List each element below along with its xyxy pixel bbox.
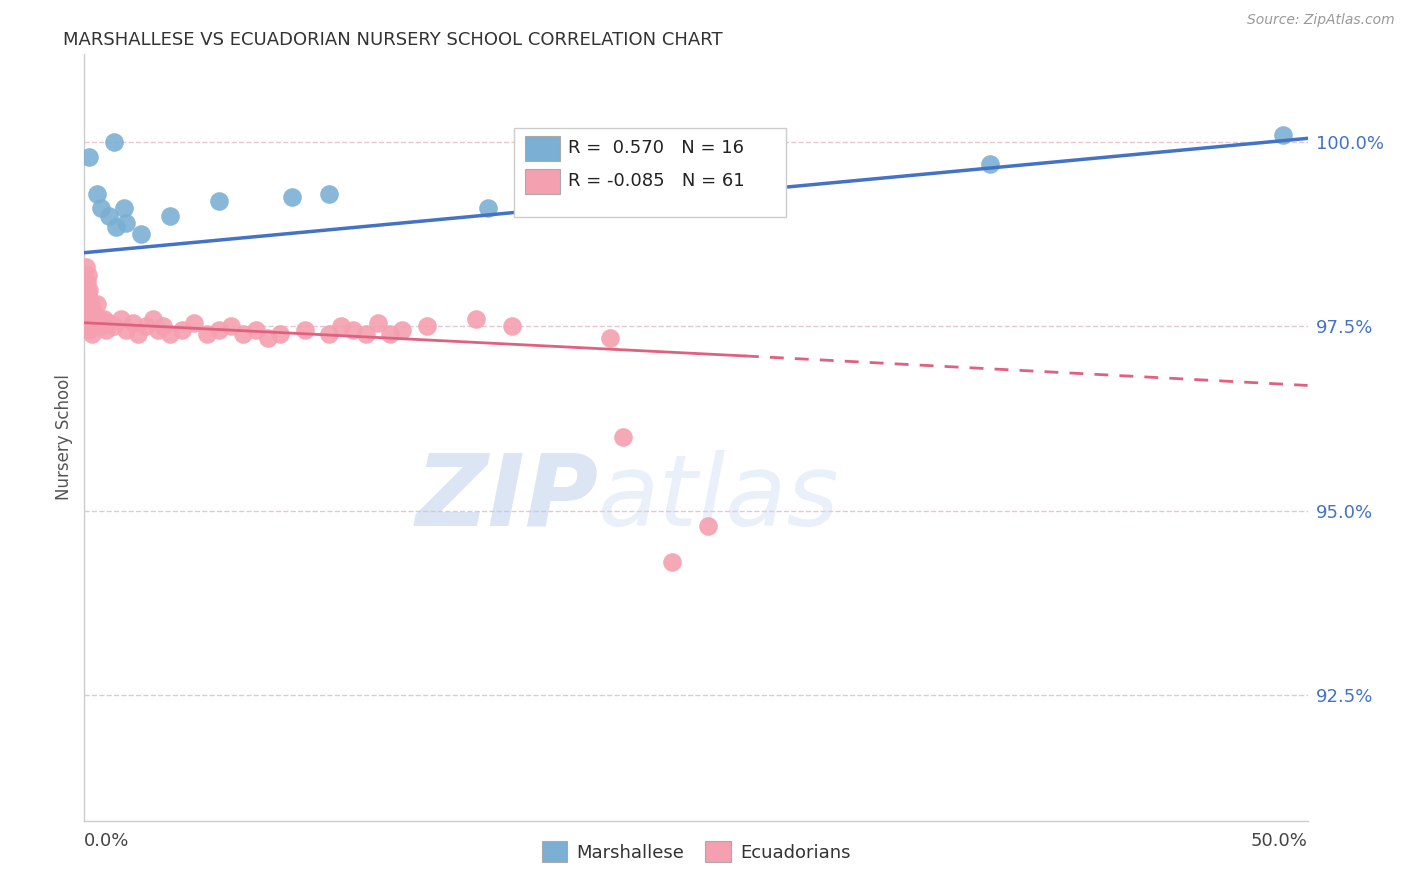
Point: [75, 290, 97, 304]
Point: [318, 186, 340, 201]
Point: [77, 312, 100, 326]
Point: [77, 283, 100, 297]
Point: [208, 194, 231, 208]
Point: [135, 319, 157, 334]
Point: [76, 304, 98, 318]
Point: [82, 304, 104, 318]
Point: [257, 330, 280, 344]
Point: [105, 219, 128, 234]
Point: [380, 326, 402, 341]
Point: [82, 319, 104, 334]
Text: atlas: atlas: [598, 450, 839, 547]
Point: [80, 326, 103, 341]
Point: [159, 209, 181, 223]
Point: [112, 202, 135, 216]
Point: [367, 316, 389, 330]
Point: [232, 326, 254, 341]
Point: [159, 326, 181, 341]
Point: [129, 227, 152, 242]
Point: [77, 316, 100, 330]
Point: [86, 316, 108, 330]
Point: [90, 202, 112, 216]
Point: [183, 316, 205, 330]
Point: [146, 323, 169, 337]
Point: [1272, 128, 1295, 142]
Point: [93, 312, 115, 326]
Point: [661, 556, 683, 570]
Point: [80, 316, 103, 330]
Point: [77, 268, 100, 282]
Point: [697, 518, 720, 533]
Point: [76, 275, 98, 289]
Point: [391, 323, 413, 337]
Point: [79, 293, 101, 308]
Point: [416, 319, 439, 334]
Point: [86, 297, 108, 311]
Point: [152, 319, 174, 334]
Point: [208, 323, 231, 337]
Point: [281, 190, 304, 204]
Point: [219, 319, 242, 334]
Point: [477, 202, 499, 216]
Point: [77, 286, 100, 301]
Point: [464, 312, 486, 326]
Point: [103, 135, 125, 149]
Legend: Marshallese, Ecuadorians: Marshallese, Ecuadorians: [534, 834, 858, 869]
Point: [342, 323, 364, 337]
Point: [172, 323, 194, 337]
Point: [90, 319, 112, 334]
Text: R = -0.085   N = 61: R = -0.085 N = 61: [568, 172, 745, 190]
Point: [87, 312, 110, 326]
Point: [612, 430, 634, 444]
Point: [77, 304, 100, 318]
Text: MARSHALLESE VS ECUADORIAN NURSERY SCHOOL CORRELATION CHART: MARSHALLESE VS ECUADORIAN NURSERY SCHOOL…: [63, 31, 723, 49]
Point: [97, 209, 120, 223]
Point: [979, 157, 1001, 171]
Point: [77, 297, 100, 311]
Point: [103, 319, 125, 334]
Point: [599, 330, 621, 344]
Point: [83, 309, 105, 323]
Point: [122, 316, 145, 330]
Point: [115, 216, 138, 230]
Point: [195, 326, 218, 341]
Point: [77, 150, 100, 164]
Point: [96, 323, 118, 337]
Point: [294, 323, 316, 337]
Point: [502, 319, 524, 334]
Point: [142, 312, 165, 326]
Text: 50.0%: 50.0%: [1251, 831, 1308, 850]
Point: [110, 312, 132, 326]
Text: Source: ZipAtlas.com: Source: ZipAtlas.com: [1247, 13, 1395, 28]
Point: [245, 323, 267, 337]
Y-axis label: Nursery School: Nursery School: [55, 374, 73, 500]
Point: [269, 326, 291, 341]
Text: ZIP: ZIP: [415, 450, 598, 547]
Point: [354, 326, 377, 341]
Text: 0.0%: 0.0%: [84, 831, 129, 850]
Point: [97, 316, 120, 330]
Point: [77, 323, 100, 337]
Text: R =  0.570   N = 16: R = 0.570 N = 16: [568, 139, 744, 157]
Point: [127, 326, 149, 341]
Point: [75, 260, 97, 275]
Point: [318, 326, 340, 341]
Point: [115, 323, 138, 337]
Point: [80, 301, 103, 315]
Point: [86, 186, 108, 201]
Point: [79, 309, 101, 323]
Point: [330, 319, 353, 334]
